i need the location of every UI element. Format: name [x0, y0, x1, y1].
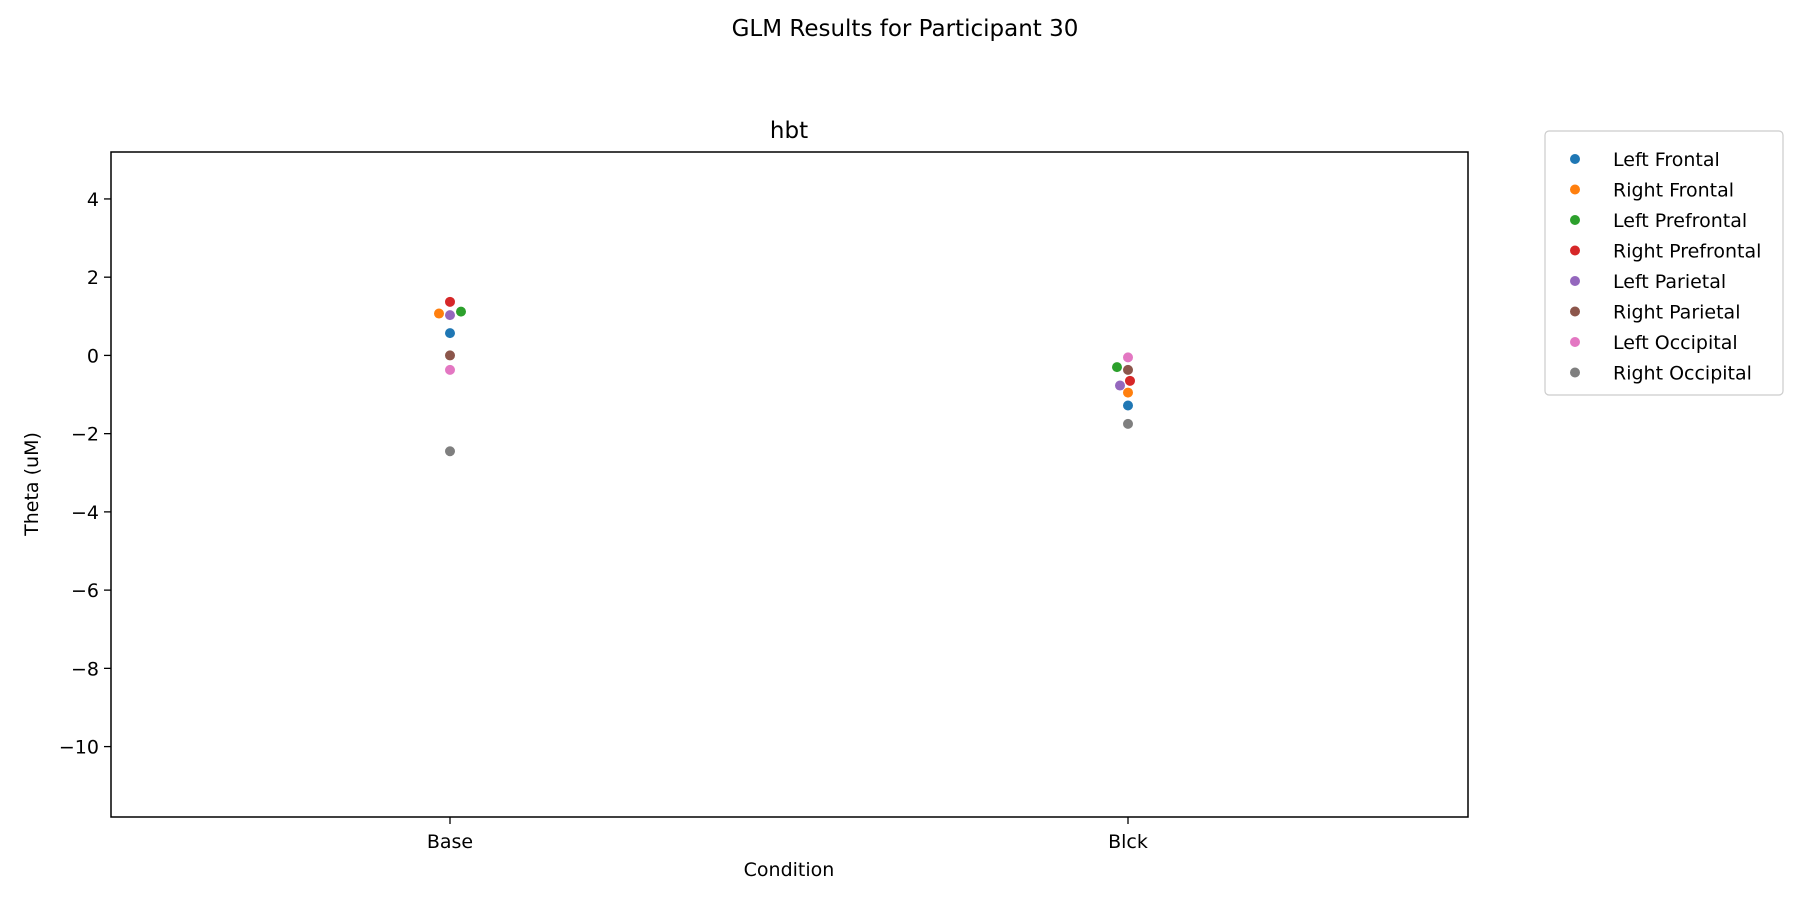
data-point — [444, 309, 456, 321]
legend-entry-label: Right Parietal — [1613, 302, 1740, 324]
data-point — [433, 307, 445, 320]
data-point — [444, 445, 456, 458]
legend-entry-label: Left Frontal — [1613, 149, 1720, 171]
legend-marker — [1569, 183, 1581, 196]
legend-marker — [1569, 366, 1581, 379]
y-axis-label: Theta (uM) — [21, 432, 43, 537]
data-point — [1122, 364, 1134, 376]
chart-title: hbt — [770, 118, 808, 144]
y-tick-label: −4 — [71, 502, 99, 524]
y-tick-label: −10 — [59, 737, 99, 759]
y-tick-label: −6 — [71, 580, 99, 602]
data-point — [1122, 418, 1134, 430]
y-tick-label: 0 — [87, 345, 99, 367]
legend-entry-label: Left Parietal — [1613, 271, 1726, 293]
figure-suptitle: GLM Results for Participant 30 — [732, 16, 1079, 42]
legend-marker — [1569, 153, 1581, 165]
legend-entry-label: Right Prefrontal — [1613, 241, 1761, 263]
data-point — [444, 327, 456, 339]
data-point — [455, 305, 467, 318]
legend-marker — [1569, 244, 1581, 257]
data-point — [1111, 361, 1123, 373]
data-point — [444, 349, 456, 362]
data-point — [444, 364, 456, 376]
legend-marker — [1569, 305, 1581, 318]
data-point — [444, 296, 456, 308]
legend-marker — [1569, 275, 1581, 287]
legend-entry-label: Right Frontal — [1613, 180, 1734, 202]
y-tick-label: −2 — [71, 424, 99, 446]
legend-entry-label: Left Occipital — [1613, 332, 1738, 354]
x-tick-label: Base — [427, 831, 473, 853]
y-tick-label: 2 — [87, 267, 99, 289]
data-point — [1122, 399, 1134, 412]
x-tick-label: Blck — [1108, 831, 1148, 853]
data-point — [1124, 375, 1136, 387]
legend-entry-label: Right Occipital — [1613, 363, 1752, 385]
x-axis-label: Condition — [744, 859, 835, 881]
y-tick-label: 4 — [87, 189, 99, 211]
data-point — [1114, 379, 1126, 392]
legend-marker — [1569, 214, 1581, 226]
legend-frame — [1544, 130, 1784, 396]
data-point — [1122, 386, 1134, 399]
data-point — [1122, 351, 1134, 364]
axes-frame — [110, 151, 1469, 818]
legend-marker — [1569, 336, 1581, 348]
legend-entry-label: Left Prefrontal — [1613, 210, 1747, 232]
legend: Left Frontal Right Frontal Left Prefrontal… — [1544, 130, 1784, 396]
plot-area: 4 2 0 −2 −4 −6 −8 −10 Base Blck — [59, 189, 1148, 853]
y-tick-label: −8 — [71, 658, 99, 680]
